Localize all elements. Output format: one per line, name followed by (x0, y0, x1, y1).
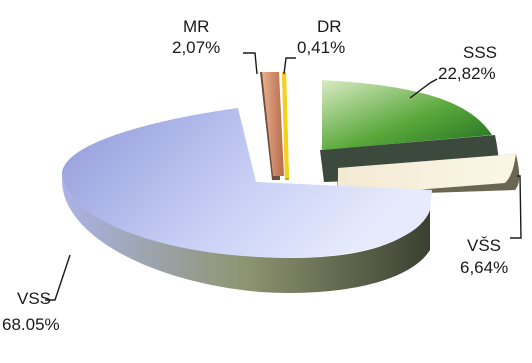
label-vss-hacek-name: VŠS (467, 236, 501, 255)
label-dr-name: DR (317, 17, 342, 36)
slice-vss-top (62, 108, 432, 258)
slice-sss-top (322, 80, 492, 150)
label-sss-value: 22,82% (438, 64, 496, 83)
slice-dr-top (282, 72, 289, 178)
leader-dr (283, 57, 296, 75)
leader-lines (45, 52, 522, 301)
slice-mr-top (262, 72, 284, 176)
leader-mr (243, 52, 258, 75)
slice-dr (282, 72, 289, 180)
label-mr-value: 2,07% (172, 38, 220, 57)
leader-vss (45, 254, 71, 301)
label-vss-value: 68.05% (2, 315, 60, 334)
leader-sss (409, 78, 438, 99)
slice-mr (260, 72, 284, 180)
slice-vss (62, 108, 432, 293)
slice-labels: SSS 22,82% VŠS 6,64% VSS 68.05% MR 2,07%… (2, 17, 508, 334)
slice-vss-hacek-top (338, 154, 516, 196)
label-mr-name: MR (183, 17, 209, 36)
label-sss-name: SSS (463, 43, 497, 62)
label-dr-value: 0,41% (297, 38, 345, 57)
slice-vss-hacek (337, 154, 520, 196)
label-vss-name: VSS (17, 289, 51, 308)
label-vss-hacek-value: 6,64% (460, 258, 508, 277)
leader-vss-hacek (510, 175, 522, 239)
slice-vss-side (62, 172, 430, 293)
